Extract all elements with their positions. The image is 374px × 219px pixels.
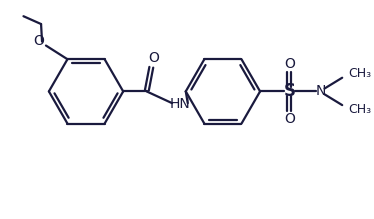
Text: N: N	[316, 84, 326, 98]
Text: O: O	[34, 34, 45, 48]
Text: CH₃: CH₃	[348, 102, 371, 115]
Text: O: O	[284, 57, 295, 71]
Text: CH₃: CH₃	[348, 67, 371, 80]
Text: O: O	[148, 51, 159, 65]
Text: O: O	[284, 112, 295, 126]
Text: HN: HN	[169, 97, 190, 111]
Text: S: S	[283, 82, 295, 101]
